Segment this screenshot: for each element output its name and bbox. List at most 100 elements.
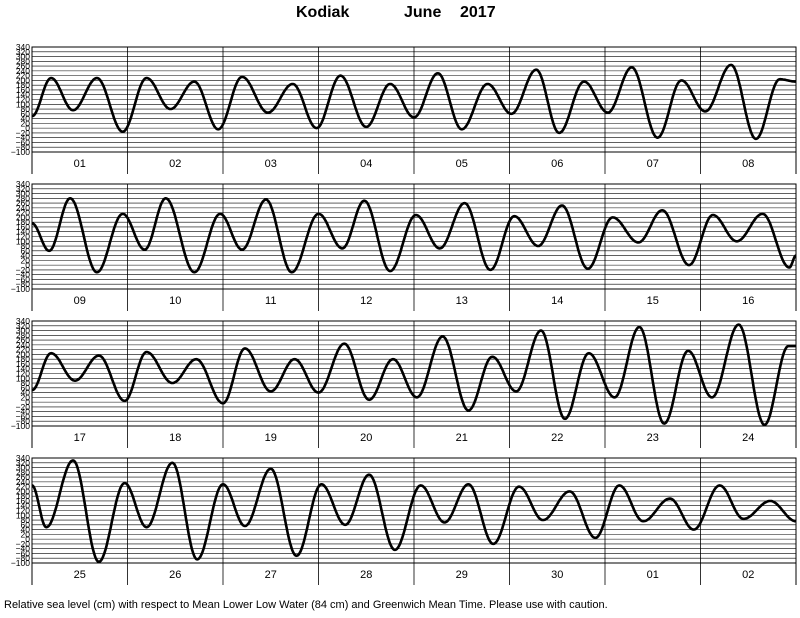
day-label: 16 [742,295,754,307]
tide-curve [31,63,797,141]
day-label: 10 [169,295,181,307]
y-tick-label: 160 [16,222,30,232]
day-label: 17 [74,432,86,444]
y-tick-label: 40 [21,525,31,535]
day-label: 24 [742,432,754,444]
y-tick-label: −60 [16,274,31,284]
y-tick-label: 260 [16,61,30,71]
y-tick-label: 220 [16,208,30,218]
y-tick-label: −40 [16,133,31,143]
y-tick-label: 80 [21,241,31,251]
y-tick-label: −100 [11,558,30,568]
y-tick-label: 100 [16,236,30,246]
y-tick-label: 320 [16,47,30,57]
y-tick-label: 260 [16,335,30,345]
y-tick-label: 340 [16,453,30,463]
y-tick-label: 240 [16,477,30,487]
y-tick-label: −80 [16,416,31,426]
y-tick-label: 260 [16,472,30,482]
y-tick-label: 260 [16,198,30,208]
y-tick-label: 80 [21,378,31,388]
y-tick-label: 80 [21,104,31,114]
y-tick-label: 180 [16,80,30,90]
day-label: 19 [265,432,277,444]
y-tick-label: 220 [16,345,30,355]
y-tick-label: 300 [16,463,30,473]
y-tick-label: 40 [21,251,31,261]
day-label: 23 [647,432,659,444]
y-tick-label: −80 [16,142,31,152]
y-tick-label: 200 [16,349,30,359]
panel-2: 3403203002802602402202001801601401201008… [11,179,797,311]
y-tick-label: 160 [16,85,30,95]
y-tick-label: 180 [16,491,30,501]
y-tick-label: −20 [16,402,31,412]
y-tick-label: 120 [16,232,30,242]
y-tick-label: −80 [16,279,31,289]
day-label: 07 [647,158,659,170]
day-label: 20 [360,432,372,444]
y-tick-label: 100 [16,373,30,383]
day-label: 15 [647,295,659,307]
y-tick-label: 140 [16,90,30,100]
day-label: 25 [74,569,86,581]
y-tick-label: −100 [11,147,30,157]
day-label: 18 [169,432,181,444]
y-tick-label: −40 [16,407,31,417]
y-tick-label: 320 [16,184,30,194]
day-label: 27 [265,569,277,581]
y-tick-label: 60 [21,109,31,119]
day-label: 03 [265,158,277,170]
y-tick-label: 160 [16,359,30,369]
y-tick-label: 240 [16,203,30,213]
y-tick-label: 160 [16,496,30,506]
chart-title-month: June [404,4,442,21]
day-label: 01 [647,569,659,581]
day-label: 01 [74,158,86,170]
y-tick-label: −40 [16,544,31,554]
y-tick-label: 300 [16,52,30,62]
day-label: 29 [456,569,468,581]
y-tick-label: 300 [16,189,30,199]
y-tick-label: 180 [16,354,30,364]
y-tick-label: 280 [16,467,30,477]
y-tick-label: 240 [16,66,30,76]
panel-4: 3403203002802602402202001801601401201008… [11,453,797,585]
y-tick-label: 220 [16,482,30,492]
tide-curve [31,323,797,427]
y-tick-label: 60 [21,246,31,256]
y-tick-label: 120 [16,95,30,105]
panel-3: 3403203002802602402202001801601401201008… [11,316,797,448]
y-tick-label: −20 [16,539,31,549]
day-label: 02 [742,569,754,581]
y-tick-label: −60 [16,411,31,421]
y-tick-label: 20 [21,118,31,128]
day-label: 02 [169,158,181,170]
day-label: 21 [456,432,468,444]
y-tick-label: 120 [16,506,30,516]
footer-note: Relative sea level (cm) with respect to … [4,599,608,611]
y-tick-label: 340 [16,42,30,52]
y-tick-label: 280 [16,56,30,66]
y-tick-label: 20 [21,529,31,539]
y-tick-label: −60 [16,548,31,558]
y-tick-label: −80 [16,553,31,563]
day-label: 13 [456,295,468,307]
y-tick-label: 100 [16,510,30,520]
y-tick-label: 320 [16,321,30,331]
y-tick-label: −60 [16,137,31,147]
y-tick-label: −100 [11,284,30,294]
y-tick-label: 300 [16,326,30,336]
y-tick-label: −20 [16,128,31,138]
y-tick-label: 60 [21,520,31,530]
y-tick-label: 40 [21,388,31,398]
y-tick-label: 140 [16,227,30,237]
y-tick-label: 60 [21,383,31,393]
day-label: 04 [360,158,372,170]
y-tick-label: 180 [16,217,30,227]
day-label: 11 [265,295,276,307]
y-tick-label: 320 [16,458,30,468]
y-tick-label: 200 [16,486,30,496]
y-tick-label: 80 [21,515,31,525]
